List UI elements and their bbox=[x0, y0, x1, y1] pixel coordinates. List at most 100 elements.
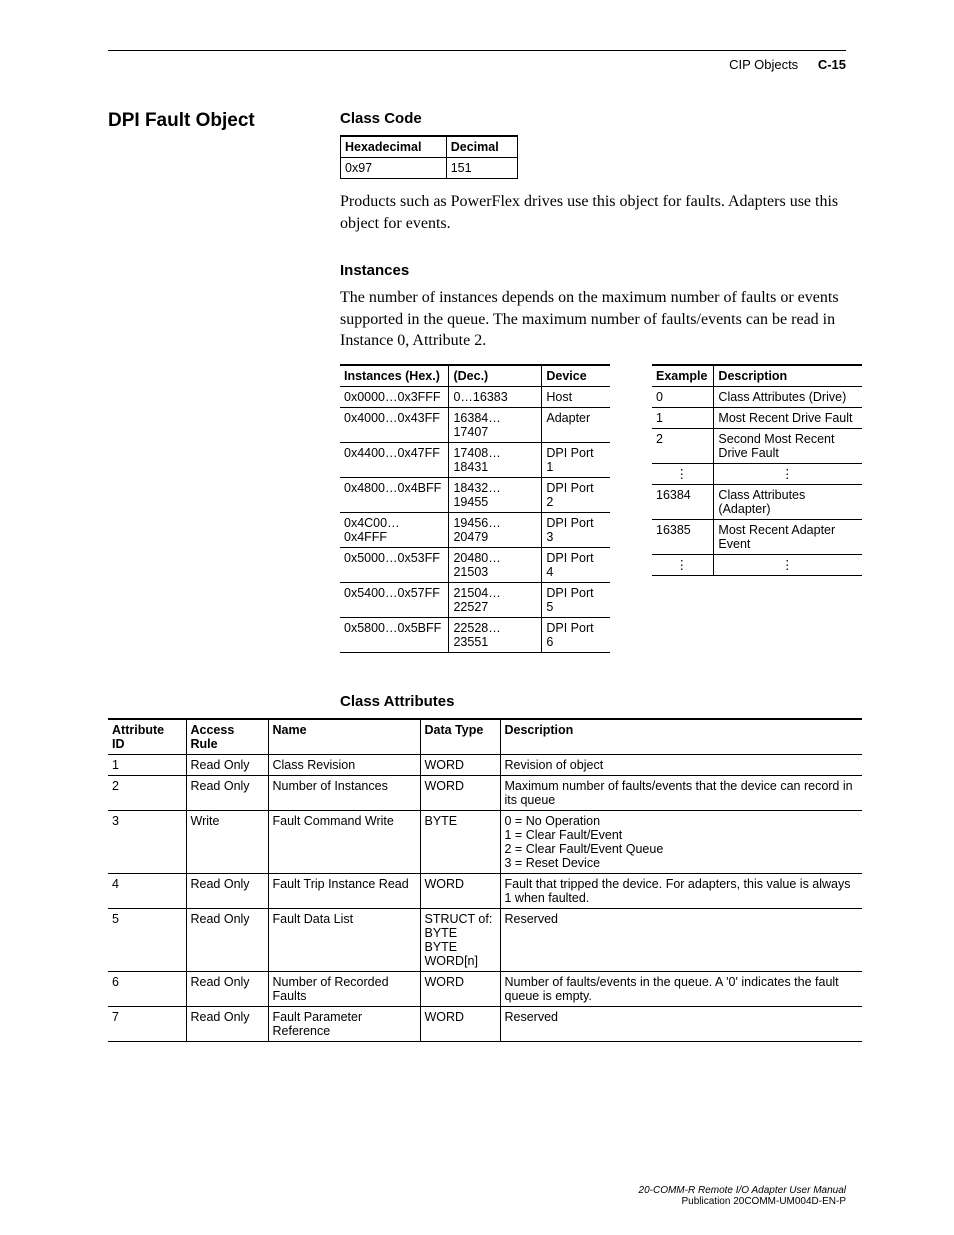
inst-cell: 18432…19455 bbox=[449, 477, 542, 512]
attrs-cell: BYTE bbox=[420, 810, 500, 873]
attrs-col: Description bbox=[500, 719, 862, 755]
attrs-cell: STRUCT of: BYTE BYTE WORD[n] bbox=[420, 908, 500, 971]
inst-cell: Adapter bbox=[542, 407, 610, 442]
class-attrs-table: Attribute IDAccess RuleNameData TypeDesc… bbox=[108, 718, 862, 1042]
ex-cell: 16385 bbox=[652, 519, 714, 554]
ex-cell: 16384 bbox=[652, 484, 714, 519]
attrs-cell: 6 bbox=[108, 971, 186, 1006]
inst-cell: 0x5800…0x5BFF bbox=[340, 617, 449, 652]
attrs-col: Access Rule bbox=[186, 719, 268, 755]
ex-cell: ⋮ bbox=[652, 463, 714, 484]
attrs-cell: 4 bbox=[108, 873, 186, 908]
inst-cell: 17408…18431 bbox=[449, 442, 542, 477]
ex-cell: 1 bbox=[652, 407, 714, 428]
attrs-cell: Read Only bbox=[186, 754, 268, 775]
instances-table: Instances (Hex.)(Dec.)Device 0x0000…0x3F… bbox=[340, 364, 610, 653]
inst-cell: DPI Port 1 bbox=[542, 442, 610, 477]
page-header: CIP Objects C-15 bbox=[108, 57, 846, 72]
inst-cell: DPI Port 2 bbox=[542, 477, 610, 512]
cc-col-hex: Hexadecimal bbox=[341, 136, 447, 158]
footer-pub: Publication 20COMM-UM004D-EN-P bbox=[639, 1196, 846, 1207]
cc-dec: 151 bbox=[446, 158, 517, 179]
inst-cell: 0x5000…0x53FF bbox=[340, 547, 449, 582]
attrs-cell: WORD bbox=[420, 775, 500, 810]
inst-cell: DPI Port 4 bbox=[542, 547, 610, 582]
cc-hex: 0x97 bbox=[341, 158, 447, 179]
ex-cell: Most Recent Drive Fault bbox=[714, 407, 862, 428]
attrs-col: Attribute ID bbox=[108, 719, 186, 755]
inst-cell: 0x4000…0x43FF bbox=[340, 407, 449, 442]
header-section: CIP Objects bbox=[729, 57, 798, 72]
inst-cell: 19456…20479 bbox=[449, 512, 542, 547]
cc-col-dec: Decimal bbox=[446, 136, 517, 158]
header-page: C-15 bbox=[818, 57, 846, 72]
class-code-table: Hexadecimal Decimal 0x97 151 bbox=[340, 135, 518, 179]
attrs-cell: Read Only bbox=[186, 908, 268, 971]
attrs-cell: WORD bbox=[420, 971, 500, 1006]
attrs-cell: Read Only bbox=[186, 775, 268, 810]
inst-cell: 0…16383 bbox=[449, 386, 542, 407]
attrs-col: Name bbox=[268, 719, 420, 755]
attrs-cell: Fault Command Write bbox=[268, 810, 420, 873]
ex-cell: ⋮ bbox=[714, 554, 862, 575]
attrs-cell: Reserved bbox=[500, 1006, 862, 1041]
ex-cell: Class Attributes (Drive) bbox=[714, 386, 862, 407]
ex-cell: 0 bbox=[652, 386, 714, 407]
attrs-cell: WORD bbox=[420, 754, 500, 775]
attrs-cell: 3 bbox=[108, 810, 186, 873]
instances-heading: Instances bbox=[340, 262, 862, 279]
attrs-cell: Reserved bbox=[500, 908, 862, 971]
inst-cell: DPI Port 3 bbox=[542, 512, 610, 547]
class-code-heading: Class Code bbox=[340, 110, 862, 127]
instances-text: The number of instances depends on the m… bbox=[340, 287, 862, 352]
inst-col: (Dec.) bbox=[449, 365, 542, 387]
page-footer: 20-COMM-R Remote I/O Adapter User Manual… bbox=[639, 1185, 846, 1207]
attrs-cell: 5 bbox=[108, 908, 186, 971]
attrs-cell: Maximum number of faults/events that the… bbox=[500, 775, 862, 810]
inst-cell: 21504…22527 bbox=[449, 582, 542, 617]
attrs-cell: Fault Parameter Reference bbox=[268, 1006, 420, 1041]
attrs-cell: Number of faults/events in the queue. A … bbox=[500, 971, 862, 1006]
attrs-cell: 1 bbox=[108, 754, 186, 775]
attrs-cell: Read Only bbox=[186, 1006, 268, 1041]
ex-cell: ⋮ bbox=[714, 463, 862, 484]
attrs-cell: Fault Trip Instance Read bbox=[268, 873, 420, 908]
inst-cell: 0x5400…0x57FF bbox=[340, 582, 449, 617]
attrs-cell: WORD bbox=[420, 1006, 500, 1041]
examples-table: ExampleDescription 0Class Attributes (Dr… bbox=[652, 364, 862, 576]
inst-cell: Host bbox=[542, 386, 610, 407]
ex-cell: 2 bbox=[652, 428, 714, 463]
inst-cell: 16384…17407 bbox=[449, 407, 542, 442]
attrs-cell: Fault that tripped the device. For adapt… bbox=[500, 873, 862, 908]
ex-cell: ⋮ bbox=[652, 554, 714, 575]
attrs-cell: Write bbox=[186, 810, 268, 873]
inst-cell: DPI Port 6 bbox=[542, 617, 610, 652]
class-attrs-heading: Class Attributes bbox=[340, 693, 862, 710]
attrs-cell: Read Only bbox=[186, 971, 268, 1006]
inst-cell: 22528…23551 bbox=[449, 617, 542, 652]
attrs-cell: 7 bbox=[108, 1006, 186, 1041]
attrs-cell: WORD bbox=[420, 873, 500, 908]
ex-cell: Class Attributes (Adapter) bbox=[714, 484, 862, 519]
footer-manual: 20-COMM-R Remote I/O Adapter User Manual bbox=[639, 1185, 846, 1196]
attrs-cell: Revision of object bbox=[500, 754, 862, 775]
ex-col: Example bbox=[652, 365, 714, 387]
attrs-cell: 2 bbox=[108, 775, 186, 810]
inst-cell: DPI Port 5 bbox=[542, 582, 610, 617]
inst-col: Instances (Hex.) bbox=[340, 365, 449, 387]
attrs-cell: 0 = No Operation 1 = Clear Fault/Event 2… bbox=[500, 810, 862, 873]
attrs-cell: Fault Data List bbox=[268, 908, 420, 971]
header-rule bbox=[108, 50, 846, 51]
attrs-cell: Read Only bbox=[186, 873, 268, 908]
inst-cell: 0x0000…0x3FFF bbox=[340, 386, 449, 407]
ex-cell: Second Most Recent Drive Fault bbox=[714, 428, 862, 463]
ex-col: Description bbox=[714, 365, 862, 387]
attrs-cell: Number of Recorded Faults bbox=[268, 971, 420, 1006]
intro-text: Products such as PowerFlex drives use th… bbox=[340, 191, 862, 234]
attrs-cell: Number of Instances bbox=[268, 775, 420, 810]
inst-col: Device bbox=[542, 365, 610, 387]
ex-cell: Most Recent Adapter Event bbox=[714, 519, 862, 554]
inst-cell: 20480…21503 bbox=[449, 547, 542, 582]
attrs-col: Data Type bbox=[420, 719, 500, 755]
inst-cell: 0x4400…0x47FF bbox=[340, 442, 449, 477]
